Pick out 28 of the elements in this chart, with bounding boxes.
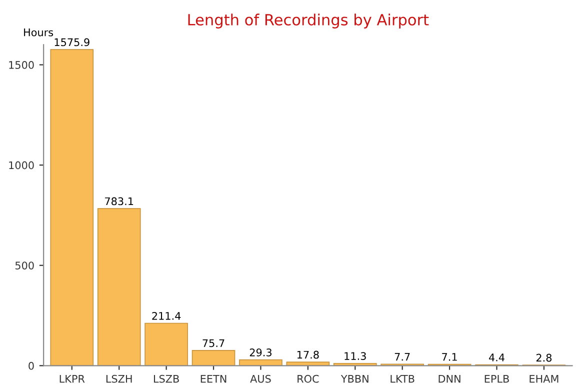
x-tick-label: DNN bbox=[438, 375, 460, 383]
x-tick-label: YBBN bbox=[340, 375, 368, 383]
data-label: 1575.9 bbox=[54, 38, 90, 46]
data-label: 75.7 bbox=[202, 339, 224, 348]
data-label: 211.4 bbox=[152, 312, 181, 320]
x-tick-label: LSZH bbox=[106, 374, 132, 383]
x-tick-label: LKTB bbox=[390, 375, 414, 383]
x-tick-label: EHAM bbox=[530, 375, 558, 383]
chart-title: Length of Recordings by Airport bbox=[188, 14, 429, 28]
x-tick-label: EPLB bbox=[484, 375, 509, 383]
data-label: 17.8 bbox=[297, 350, 319, 359]
data-label: 783.1 bbox=[105, 197, 134, 206]
x-tick-label: LSZB bbox=[154, 374, 179, 383]
data-label: 29.3 bbox=[250, 348, 272, 356]
y-tick-label: 0 bbox=[28, 362, 34, 370]
data-label: 11.3 bbox=[344, 352, 366, 360]
data-label: 2.8 bbox=[536, 354, 552, 362]
data-label: 4.4 bbox=[488, 354, 504, 362]
x-tick-label: AUS bbox=[250, 374, 271, 383]
y-tick-label: 500 bbox=[15, 262, 34, 270]
x-tick-label: LKPR bbox=[60, 375, 85, 383]
y-tick-label: 1000 bbox=[9, 161, 34, 170]
x-tick-label: ROC bbox=[298, 374, 319, 383]
data-label: 7.7 bbox=[394, 352, 410, 361]
y-axis-title: Hours bbox=[24, 28, 54, 36]
x-tick-label: EETN bbox=[200, 375, 226, 383]
y-tick-label: 1500 bbox=[9, 61, 34, 69]
data-label: 7.1 bbox=[442, 353, 457, 361]
